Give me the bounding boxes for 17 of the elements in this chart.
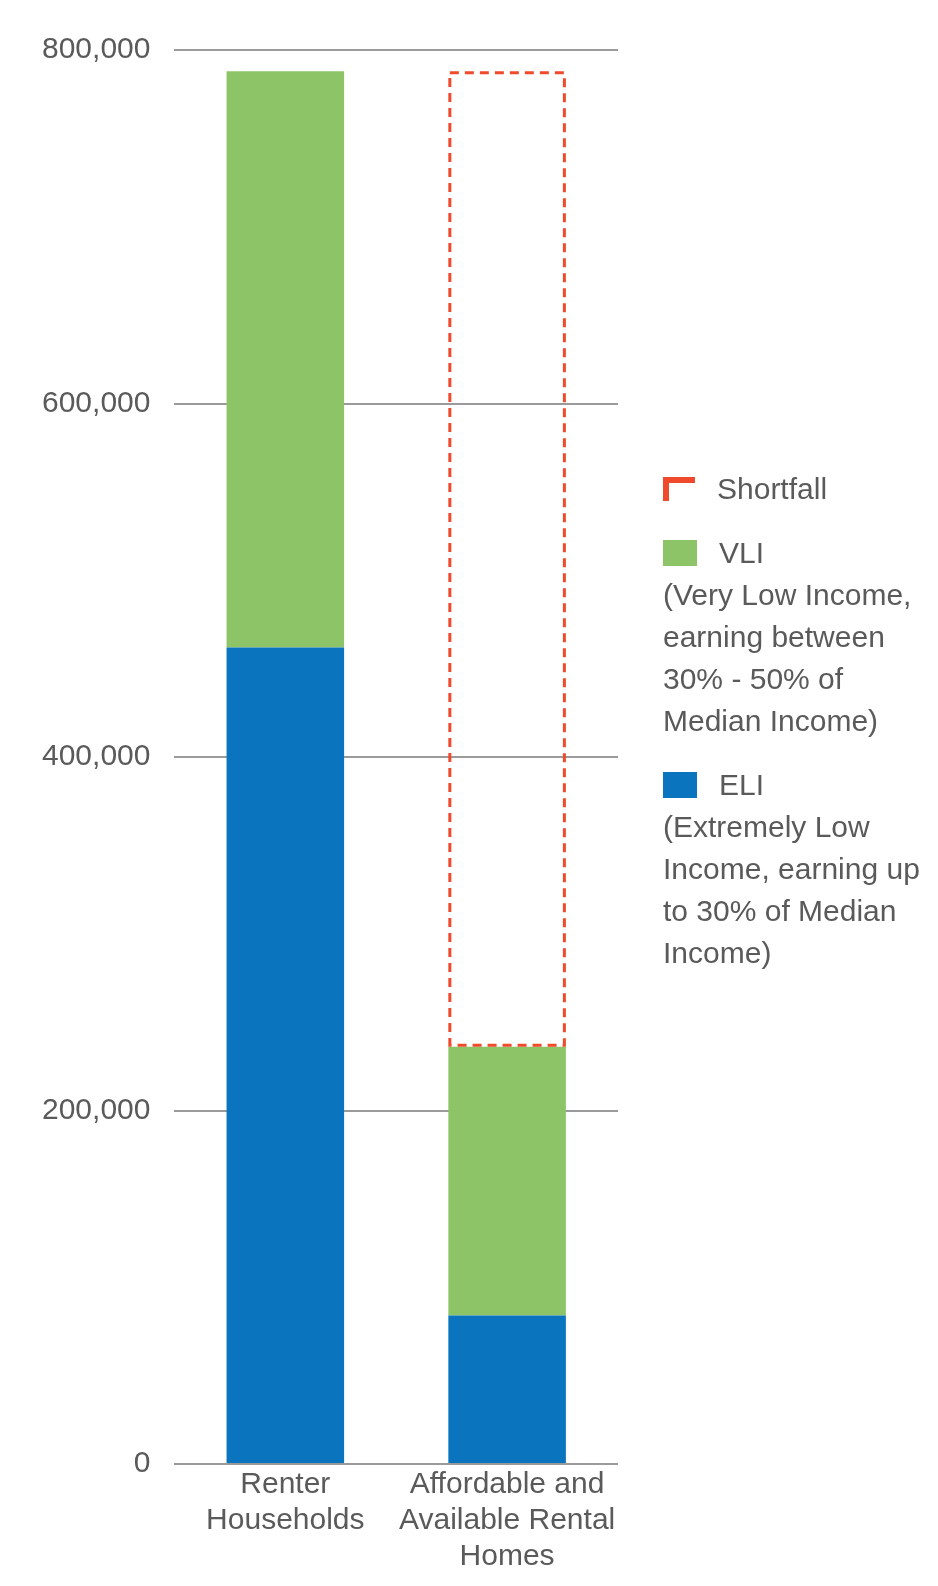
bar (448, 71, 566, 1047)
y-tick-label: 800,000 (41, 31, 151, 65)
x-tick-label: Affordable and Available Rental Homes (398, 1466, 616, 1572)
y-tick-label: 600,000 (41, 384, 151, 418)
text: (Extremely Low Income, earning up to 30% of Median Income) (663, 809, 921, 971)
text: (Very Low Income, earning between 30% - 50% of Median Income) (663, 577, 913, 739)
bar (226, 71, 345, 648)
y-tick-label: 400,000 (41, 738, 151, 772)
legend-label: Shortfall (717, 471, 828, 507)
x-tick-label: Renter Households (206, 1466, 365, 1536)
y-tick-label: 200,000 (41, 1091, 151, 1125)
bar (448, 1046, 566, 1316)
y-tick-label: 0 (133, 1445, 151, 1479)
legend-label: ELI (719, 767, 765, 803)
bar (448, 1315, 566, 1463)
legend-label: VLI (719, 535, 765, 571)
bar (226, 647, 345, 1463)
